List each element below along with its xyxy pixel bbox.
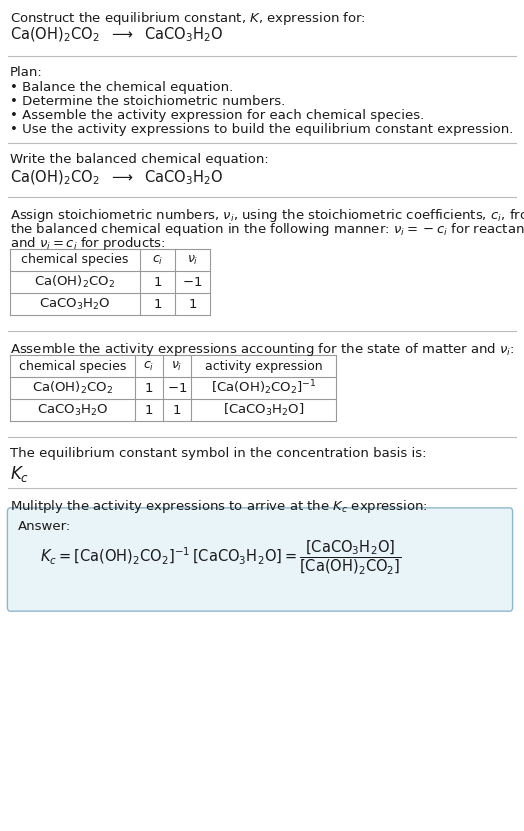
Text: $c_i$: $c_i$ xyxy=(152,253,163,267)
Text: $[\mathrm{CaCO_3H_2O}]$: $[\mathrm{CaCO_3H_2O}]$ xyxy=(223,402,304,418)
Text: $c_i$: $c_i$ xyxy=(144,360,155,372)
FancyBboxPatch shape xyxy=(7,508,512,611)
Text: The equilibrium constant symbol in the concentration basis is:: The equilibrium constant symbol in the c… xyxy=(10,447,427,460)
Text: chemical species: chemical species xyxy=(21,253,129,267)
Text: and $\nu_i = c_i$ for products:: and $\nu_i = c_i$ for products: xyxy=(10,235,166,252)
Text: • Assemble the activity expression for each chemical species.: • Assemble the activity expression for e… xyxy=(10,109,424,122)
Text: Plan:: Plan: xyxy=(10,66,43,79)
Text: $\mathrm{Ca(OH)_2CO_2}$: $\mathrm{Ca(OH)_2CO_2}$ xyxy=(32,380,113,396)
Text: • Use the activity expressions to build the equilibrium constant expression.: • Use the activity expressions to build … xyxy=(10,123,514,136)
Text: $-1$: $-1$ xyxy=(182,276,203,288)
Text: Assign stoichiometric numbers, $\nu_i$, using the stoichiometric coefficients, $: Assign stoichiometric numbers, $\nu_i$, … xyxy=(10,207,524,224)
Text: $\mathrm{Ca(OH)_2CO_2}$  $\longrightarrow$  $\mathrm{CaCO_3H_2O}$: $\mathrm{Ca(OH)_2CO_2}$ $\longrightarrow… xyxy=(10,26,223,44)
Text: 1: 1 xyxy=(145,404,153,416)
Text: $K_c = [\mathrm{Ca(OH)_2CO_2}]^{-1}\,[\mathrm{CaCO_3H_2O}] = \dfrac{[\mathrm{CaC: $K_c = [\mathrm{Ca(OH)_2CO_2}]^{-1}\,[\m… xyxy=(40,538,402,576)
Text: the balanced chemical equation in the following manner: $\nu_i = -c_i$ for react: the balanced chemical equation in the fo… xyxy=(10,221,524,238)
Text: 1: 1 xyxy=(145,381,153,395)
Text: $-1$: $-1$ xyxy=(167,381,187,395)
Text: $\nu_i$: $\nu_i$ xyxy=(187,253,198,267)
Text: chemical species: chemical species xyxy=(19,360,126,372)
Text: • Balance the chemical equation.: • Balance the chemical equation. xyxy=(10,81,233,94)
Text: Answer:: Answer: xyxy=(18,520,71,533)
Text: • Determine the stoichiometric numbers.: • Determine the stoichiometric numbers. xyxy=(10,95,285,108)
Text: 1: 1 xyxy=(188,297,196,311)
Text: $\mathrm{Ca(OH)_2CO_2}$  $\longrightarrow$  $\mathrm{CaCO_3H_2O}$: $\mathrm{Ca(OH)_2CO_2}$ $\longrightarrow… xyxy=(10,169,223,188)
Text: activity expression: activity expression xyxy=(205,360,322,372)
Text: $\mathrm{CaCO_3H_2O}$: $\mathrm{CaCO_3H_2O}$ xyxy=(37,402,108,417)
Text: 1: 1 xyxy=(173,404,181,416)
Text: Mulitply the activity expressions to arrive at the $K_c$ expression:: Mulitply the activity expressions to arr… xyxy=(10,498,428,515)
Text: Write the balanced chemical equation:: Write the balanced chemical equation: xyxy=(10,153,269,166)
Text: $\mathrm{CaCO_3H_2O}$: $\mathrm{CaCO_3H_2O}$ xyxy=(39,297,111,312)
Text: 1: 1 xyxy=(153,297,162,311)
Text: $\mathrm{Ca(OH)_2CO_2}$: $\mathrm{Ca(OH)_2CO_2}$ xyxy=(35,274,116,290)
Text: $[\mathrm{Ca(OH)_2CO_2}]^{-1}$: $[\mathrm{Ca(OH)_2CO_2}]^{-1}$ xyxy=(211,379,316,397)
Text: $K_c$: $K_c$ xyxy=(10,464,29,484)
Text: Assemble the activity expressions accounting for the state of matter and $\nu_i$: Assemble the activity expressions accoun… xyxy=(10,341,515,358)
Text: Construct the equilibrium constant, $K$, expression for:: Construct the equilibrium constant, $K$,… xyxy=(10,10,366,27)
Text: $\nu_i$: $\nu_i$ xyxy=(171,360,183,372)
Text: 1: 1 xyxy=(153,276,162,288)
